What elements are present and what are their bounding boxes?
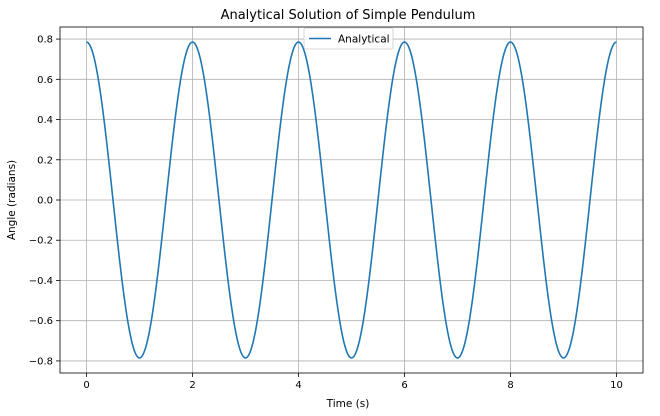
y-tick-label: 0.8 bbox=[37, 35, 53, 46]
legend: Analytical bbox=[303, 27, 394, 50]
y-tick-label: −0.6 bbox=[29, 316, 53, 327]
y-tick-label: 0.6 bbox=[37, 75, 53, 86]
legend-box bbox=[303, 27, 394, 50]
series-layer bbox=[86, 41, 617, 359]
y-tick-label: −0.4 bbox=[29, 276, 53, 287]
y-tick-label: 0.2 bbox=[37, 155, 53, 166]
y-axis-label: Angle (radians) bbox=[6, 160, 18, 240]
x-tick-label: 2 bbox=[189, 380, 195, 391]
x-axis-ticks: 0 2 4 6 8 10 bbox=[83, 373, 623, 391]
y-tick-label: −0.2 bbox=[29, 236, 53, 247]
series-line-analytical bbox=[86, 41, 617, 359]
y-tick-label: 0.4 bbox=[37, 115, 53, 126]
legend-label-analytical: Analytical bbox=[338, 34, 390, 46]
x-tick-label: 0 bbox=[83, 380, 89, 391]
x-tick-label: 10 bbox=[610, 380, 623, 391]
x-axis-label: Time (s) bbox=[326, 398, 370, 410]
chart-title: Analytical Solution of Simple Pendulum bbox=[221, 8, 476, 23]
y-axis-ticks: −0.8 −0.6 −0.4 −0.2 0.0 0.2 0.4 0.6 0.8 bbox=[29, 35, 60, 367]
x-tick-label: 4 bbox=[295, 380, 301, 391]
y-tick-label: −0.8 bbox=[29, 356, 53, 367]
grid bbox=[60, 27, 643, 373]
y-tick-label: 0.0 bbox=[37, 196, 53, 207]
x-tick-label: 6 bbox=[401, 380, 407, 391]
x-tick-label: 8 bbox=[507, 380, 513, 391]
